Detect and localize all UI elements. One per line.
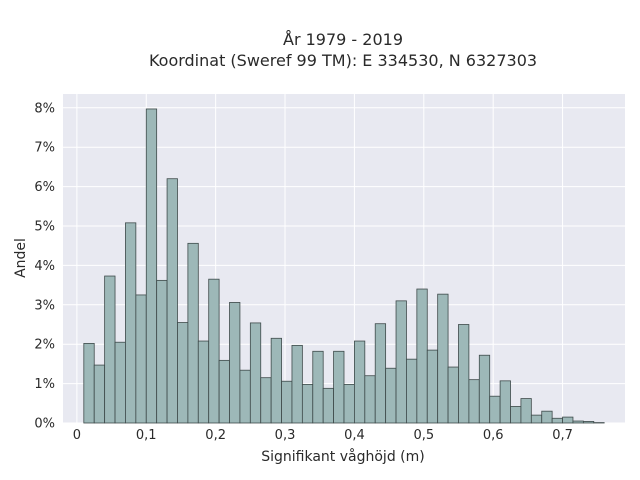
bar-3 <box>114 341 126 424</box>
bar-36 <box>458 324 470 424</box>
bar-17 <box>260 377 272 424</box>
bar-25 <box>343 383 355 424</box>
x-tick-labels: 0 0,1 0,2 0,3 0,4 0,5 0,6 0,7 <box>73 428 573 443</box>
bar-19 <box>281 380 293 424</box>
y-tick-label-2: 2% <box>34 338 55 353</box>
bar-29 <box>385 367 397 424</box>
x-tick-label-2: 0,2 <box>205 428 226 443</box>
bar-12 <box>208 278 220 424</box>
bar-31 <box>406 358 418 424</box>
x-tick-label-1: 0,1 <box>136 428 157 443</box>
bar-10 <box>187 242 199 424</box>
y-tick-label-1: 1% <box>34 377 55 392</box>
y-tick-label-8: 8% <box>34 101 55 116</box>
bar-34 <box>437 293 449 424</box>
bar-20 <box>291 344 303 424</box>
bar-26 <box>354 340 366 424</box>
bar-5 <box>135 294 147 424</box>
x-tick-label-6: 0,6 <box>483 428 504 443</box>
bar-16 <box>249 322 262 424</box>
bar-30 <box>395 300 407 424</box>
bar-40 <box>499 380 511 424</box>
bar-18 <box>270 337 282 424</box>
bar-46 <box>562 416 574 424</box>
bar-33 <box>426 349 439 424</box>
bar-14 <box>229 302 241 424</box>
bar-4 <box>125 222 137 424</box>
bar-7 <box>156 279 168 424</box>
bar-8 <box>166 178 178 424</box>
bar-22 <box>312 350 324 424</box>
x-tick-label-0: 0 <box>73 428 81 443</box>
chart-title-line1: År 1979 - 2019 <box>283 30 403 49</box>
y-tick-label-7: 7% <box>34 141 55 156</box>
bar-15 <box>239 369 251 424</box>
x-tick-label-4: 0,4 <box>344 428 365 443</box>
y-tick-label-3: 3% <box>34 298 55 313</box>
bar-39 <box>489 395 501 424</box>
bar-13 <box>218 359 230 424</box>
y-tick-label-6: 6% <box>34 180 55 195</box>
bar-24 <box>333 350 345 424</box>
bar-0 <box>83 343 95 424</box>
x-tick-label-7: 0,7 <box>552 428 573 443</box>
bar-48 <box>582 421 595 424</box>
bar-2 <box>104 275 116 424</box>
bar-9 <box>177 322 189 424</box>
bar-35 <box>447 366 459 424</box>
bar-11 <box>197 340 210 424</box>
bar-21 <box>301 383 314 424</box>
y-tick-label-4: 4% <box>34 259 55 274</box>
bar-37 <box>468 379 480 424</box>
y-tick-label-0: 0% <box>34 417 55 432</box>
x-tick-label-5: 0,5 <box>413 428 434 443</box>
bar-23 <box>322 387 334 424</box>
x-tick-label-3: 0,3 <box>275 428 296 443</box>
x-axis-label: Signifikant våghöjd (m) <box>261 448 424 465</box>
bar-6 <box>145 108 158 424</box>
bar-27 <box>364 375 376 424</box>
y-tick-label-5: 5% <box>34 219 55 234</box>
bar-45 <box>551 417 563 424</box>
bar-32 <box>416 288 428 424</box>
bar-42 <box>520 398 532 424</box>
bar-41 <box>510 406 522 424</box>
bar-44 <box>541 410 553 424</box>
bar-47 <box>572 420 584 424</box>
y-tick-labels: 0% 1% 2% 3% 4% 5% 6% 7% 8% <box>34 101 55 431</box>
bar-28 <box>374 323 387 424</box>
bar-43 <box>530 414 543 424</box>
chart-title-line2: Koordinat (Sweref 99 TM): E 334530, N 63… <box>149 51 537 70</box>
bars <box>83 108 605 424</box>
bar-1 <box>93 364 106 424</box>
bar-38 <box>478 354 491 424</box>
y-axis-label: Andel <box>13 238 29 278</box>
